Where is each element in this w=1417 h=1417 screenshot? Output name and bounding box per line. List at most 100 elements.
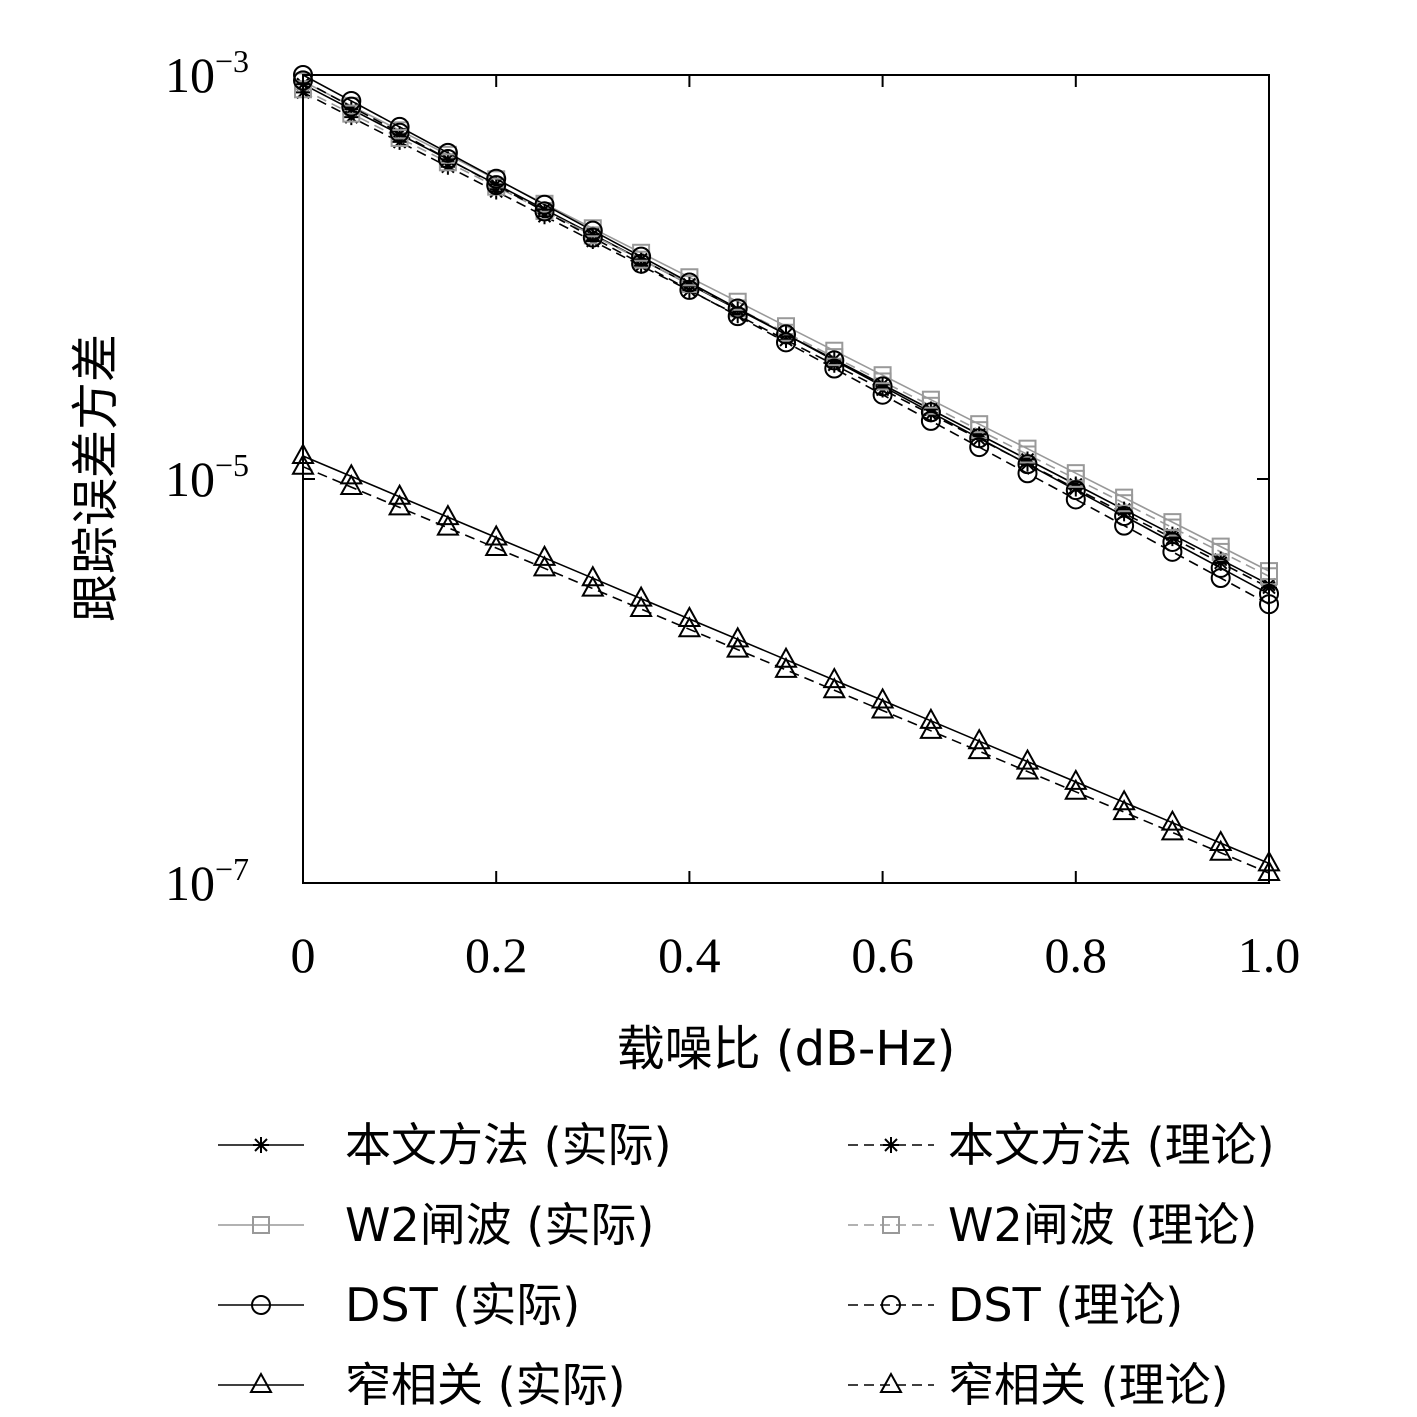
data-point-4-19	[1210, 557, 1231, 578]
data-point-5-9	[727, 306, 748, 327]
data-point-1-4	[488, 183, 505, 200]
legend-item: DST (实际)	[218, 1278, 580, 1332]
legend-item: W2闸波 (理论)	[848, 1198, 1257, 1252]
y-tick-label: 10−5	[165, 447, 249, 507]
data-point-4-13	[920, 402, 941, 423]
data-point-4-17	[1114, 506, 1135, 527]
data-point-6-4	[484, 524, 508, 546]
data-point-5-17	[1114, 515, 1135, 536]
plot-frame	[302, 74, 1270, 884]
data-point-4-2	[389, 116, 410, 137]
legend-label: 本文方法 (实际)	[345, 1118, 672, 1172]
data-point-5-1	[341, 96, 362, 117]
data-point-7-19	[1209, 839, 1233, 861]
data-point-4-8	[679, 272, 700, 293]
x-tick-label: 0.8	[1045, 927, 1108, 983]
legend-item: 本文方法 (实际)	[218, 1118, 672, 1172]
data-point-6-7	[629, 585, 653, 607]
data-point-4-18	[1162, 531, 1183, 552]
data-point-5-4	[486, 175, 507, 196]
legend-marker	[252, 1216, 270, 1234]
legend-item: W2闸波 (实际)	[218, 1198, 654, 1252]
data-point-6-5	[532, 544, 557, 566]
data-point-7-8	[677, 616, 702, 638]
legend-label: 窄相关 (理论)	[948, 1358, 1229, 1412]
data-point-1-8	[681, 282, 698, 299]
data-point-4-3	[437, 142, 458, 163]
data-point-5-18	[1162, 541, 1183, 562]
legend-marker	[249, 1371, 273, 1393]
data-point-3-16	[1066, 469, 1085, 488]
data-point-5-5	[534, 201, 555, 222]
data-point-1-17	[1116, 505, 1133, 522]
data-point-7-12	[870, 697, 895, 719]
data-point-5-7	[631, 253, 652, 274]
data-point-6-10	[774, 646, 798, 668]
data-point-5-12	[872, 384, 893, 405]
x-tick-label: 0	[291, 927, 316, 983]
x-tick-label: 0.2	[465, 927, 528, 983]
data-point-5-13	[920, 410, 941, 431]
data-point-5-15	[1017, 463, 1038, 484]
data-point-5-6	[582, 227, 603, 248]
data-point-4-7	[631, 246, 652, 267]
legend-marker	[881, 1295, 901, 1315]
data-point-4-4	[486, 168, 507, 189]
data-point-1-9	[729, 307, 746, 324]
data-point-1-16	[1067, 480, 1084, 497]
series-line-7	[302, 465, 1270, 874]
data-point-7-9	[726, 636, 750, 658]
data-point-7-14	[967, 738, 991, 760]
data-point-4-16	[1065, 480, 1086, 501]
plot-markers	[291, 65, 1281, 882]
x-tick-label: 0.6	[851, 927, 914, 983]
legend-label: W2闸波 (实际)	[345, 1198, 654, 1252]
legend-marker	[882, 1216, 900, 1234]
data-point-6-17	[1112, 789, 1136, 811]
data-point-4-9	[727, 298, 748, 319]
data-point-6-9	[726, 626, 750, 648]
legend-label: 窄相关 (实际)	[345, 1358, 626, 1412]
data-point-4-1	[341, 90, 362, 111]
data-point-7-2	[387, 494, 412, 516]
legend-label: DST (实际)	[345, 1278, 580, 1332]
legend-label: 本文方法 (理论)	[948, 1118, 1275, 1172]
data-point-7-16	[1064, 778, 1088, 800]
legend-marker	[879, 1371, 903, 1393]
legend-item: 窄相关 (理论)	[848, 1358, 1229, 1412]
data-point-7-5	[532, 555, 557, 577]
data-point-1-3	[439, 158, 456, 175]
data-point-6-8	[677, 605, 702, 627]
data-point-4-15	[1017, 454, 1038, 475]
data-point-6-16	[1064, 768, 1088, 790]
legend-item: 本文方法 (理论)	[848, 1118, 1275, 1172]
data-point-5-19	[1210, 568, 1231, 589]
x-axis-label: 载噪比 (dB-Hz)	[617, 1021, 956, 1077]
x-tick-label: 0.4	[658, 927, 721, 983]
data-point-6-18	[1160, 809, 1185, 831]
x-tick-label: 1.0	[1238, 927, 1301, 983]
legend-label: W2闸波 (理论)	[948, 1198, 1257, 1252]
data-point-4-14	[969, 428, 990, 449]
legend-item: 窄相关 (实际)	[218, 1358, 626, 1412]
data-point-6-2	[387, 483, 412, 505]
data-point-1-1	[343, 109, 360, 126]
series-line-1	[302, 91, 1270, 589]
data-point-5-3	[437, 148, 458, 169]
data-point-6-15	[1015, 748, 1040, 770]
legend-marker	[253, 1137, 269, 1153]
plot-lines	[302, 74, 1270, 874]
data-point-1-5	[536, 208, 553, 225]
data-point-6-1	[339, 463, 363, 485]
data-point-6-13	[919, 707, 943, 729]
legend-marker	[883, 1137, 899, 1153]
data-point-4-5	[534, 194, 555, 215]
legend-item: DST (理论)	[848, 1278, 1183, 1332]
data-point-7-10	[774, 656, 798, 678]
data-point-3-1	[342, 104, 361, 123]
y-tick-label: 10−3	[165, 43, 249, 103]
data-point-3-17	[1115, 494, 1134, 513]
data-point-5-8	[679, 279, 700, 300]
data-point-5-2	[389, 122, 410, 143]
